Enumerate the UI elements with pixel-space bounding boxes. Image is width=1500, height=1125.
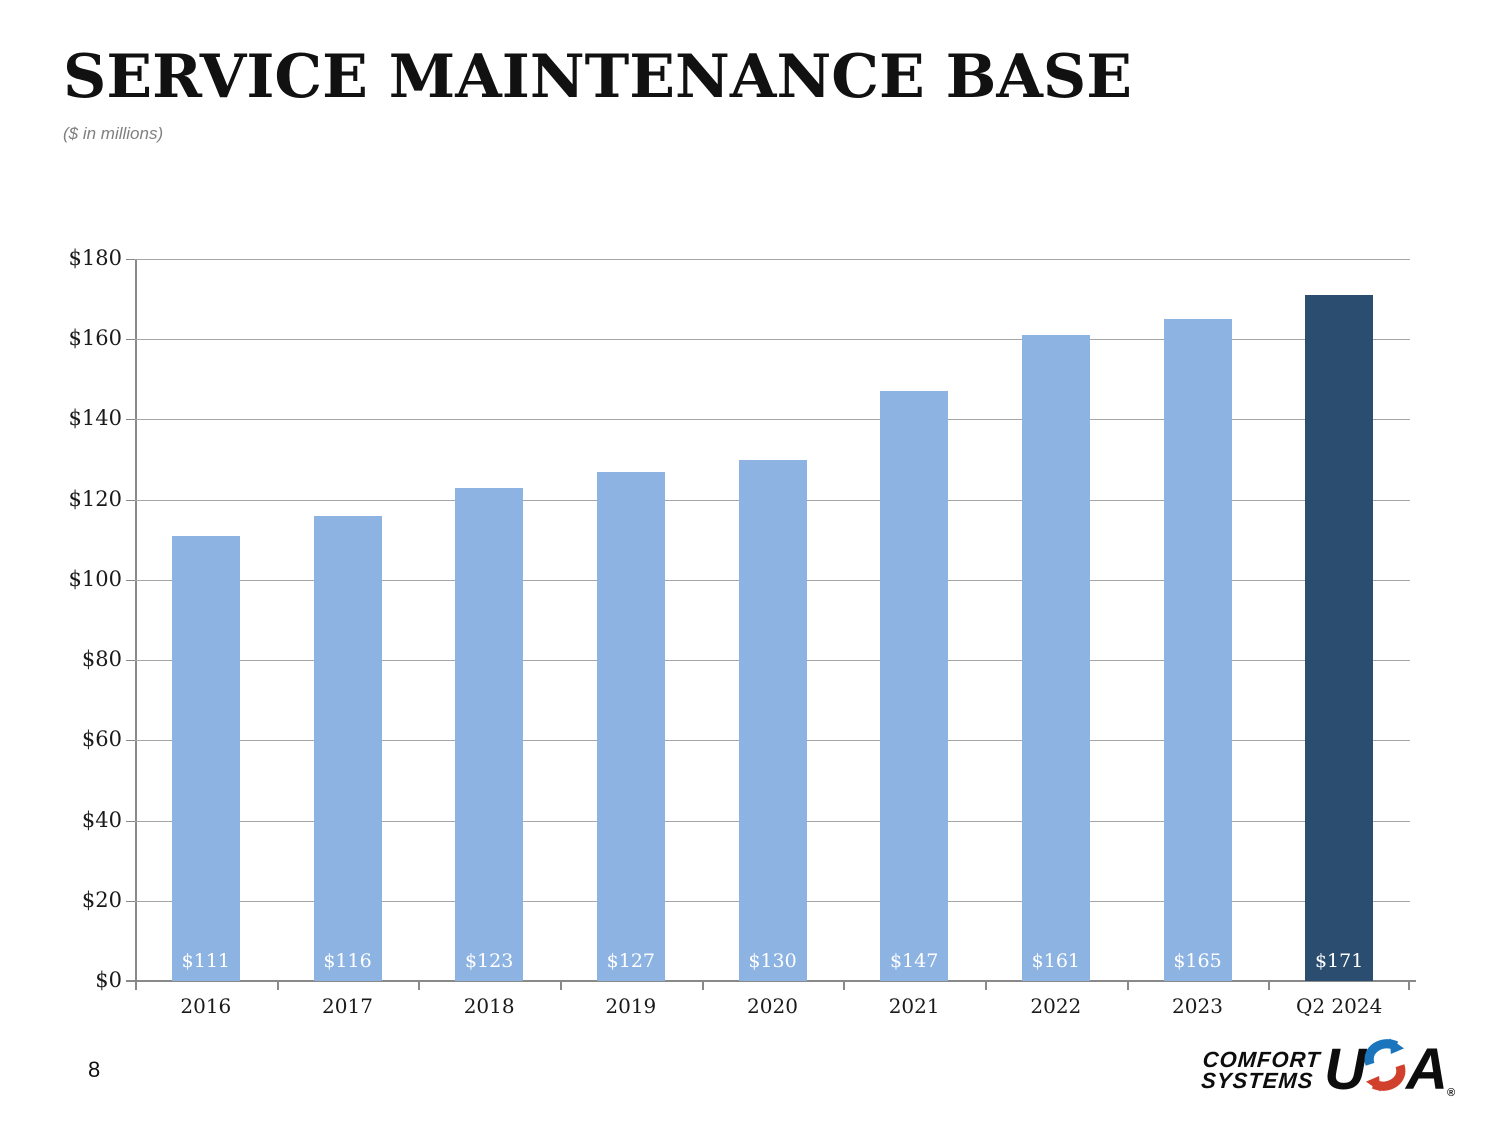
x-tick-label: 2021: [888, 994, 940, 1018]
bar-value-label: $111: [181, 950, 230, 972]
gridline: [135, 419, 1410, 421]
registered-mark: ®: [1446, 1087, 1455, 1099]
x-tick-label: 2023: [1172, 994, 1223, 1018]
y-tick-label: $140: [68, 406, 122, 431]
x-axis-tick: [1268, 982, 1271, 990]
bar-q2-2024: $171: [1305, 295, 1374, 981]
x-tick-label: 2018: [463, 994, 515, 1018]
bar-2016: $111: [171, 535, 240, 981]
y-axis-tick: [126, 499, 135, 501]
x-axis-tick: [1126, 982, 1129, 990]
x-axis-tick: [1408, 982, 1410, 990]
y-tick-label: $0: [95, 968, 122, 992]
bar-2022: $161: [1021, 335, 1090, 981]
bar-2023: $165: [1163, 319, 1232, 981]
gridline: [135, 339, 1410, 341]
y-tick-label: $60: [81, 727, 122, 752]
x-axis-tick: [418, 982, 421, 990]
y-axis-tick: [126, 900, 135, 902]
x-tick-label: 2020: [747, 994, 798, 1018]
x-tick-label: 2022: [1030, 994, 1082, 1018]
y-axis-tick: [126, 579, 135, 581]
y-tick-label: $100: [68, 566, 122, 591]
x-tick-label: 2017: [322, 994, 373, 1018]
logo-usa-u: U: [1324, 1037, 1366, 1102]
y-tick-label: $120: [68, 486, 122, 511]
logo-usa: U A ®: [1324, 1037, 1455, 1103]
logo-line1: COMFORT: [1202, 1047, 1322, 1072]
bar-value-label: $161: [1031, 950, 1080, 972]
bar-2021: $147: [880, 391, 949, 981]
bar-2019: $127: [596, 471, 665, 981]
x-axis-tick: [276, 982, 279, 990]
x-tick-label: 2016: [180, 994, 232, 1018]
bar-value-label: $116: [323, 950, 372, 972]
y-axis-line: [135, 259, 137, 981]
y-axis-tick: [126, 660, 135, 662]
bar-value-label: $171: [1314, 950, 1364, 972]
x-axis-tick: [843, 982, 846, 990]
plot-area: $111 $116 $123 $127 $130 $147 $161 $165 $171: [126, 259, 1410, 981]
x-axis-tick: [135, 982, 137, 990]
x-axis-tick: [560, 982, 562, 990]
page-subtitle: ($ in millions): [63, 124, 164, 143]
bar-value-label: $127: [606, 950, 655, 972]
x-axis-tick: [701, 982, 704, 990]
bar-value-label: $147: [889, 950, 939, 972]
bar-2017: $116: [313, 515, 382, 981]
y-axis-tick: [126, 339, 135, 341]
y-axis-tick: [126, 820, 135, 822]
bar-value-label: $130: [748, 950, 797, 972]
bar-value-label: $123: [464, 950, 514, 972]
x-axis-line: [126, 980, 1416, 982]
logo-usa-a: A: [1406, 1037, 1448, 1102]
x-axis-tick: [985, 982, 987, 990]
page-title: SERVICE MAINTENANCE BASE: [63, 42, 1132, 112]
logo-wordmark: COMFORT SYSTEMS: [1200, 1047, 1322, 1093]
y-axis-tick: [126, 259, 135, 260]
bar-2020: $130: [738, 459, 807, 981]
y-tick-label: $20: [81, 887, 122, 912]
gridline: [135, 259, 1410, 260]
y-axis-tick: [126, 740, 135, 742]
swoosh-s-icon: [1362, 1037, 1408, 1103]
y-tick-label: $80: [81, 647, 122, 672]
bar-2018: $123: [455, 487, 524, 981]
bar-value-label: $165: [1173, 950, 1222, 972]
y-tick-label: $160: [68, 326, 122, 351]
x-tick-label: Q2 2024: [1295, 994, 1383, 1018]
y-tick-label: $40: [81, 807, 122, 832]
company-logo: COMFORT SYSTEMS U A ®: [1200, 1037, 1455, 1103]
logo-line2: SYSTEMS: [1200, 1068, 1315, 1093]
x-tick-label: 2019: [605, 994, 657, 1018]
y-axis-tick: [126, 419, 135, 421]
page-number: 8: [88, 1057, 101, 1082]
y-tick-label: $180: [68, 246, 122, 270]
